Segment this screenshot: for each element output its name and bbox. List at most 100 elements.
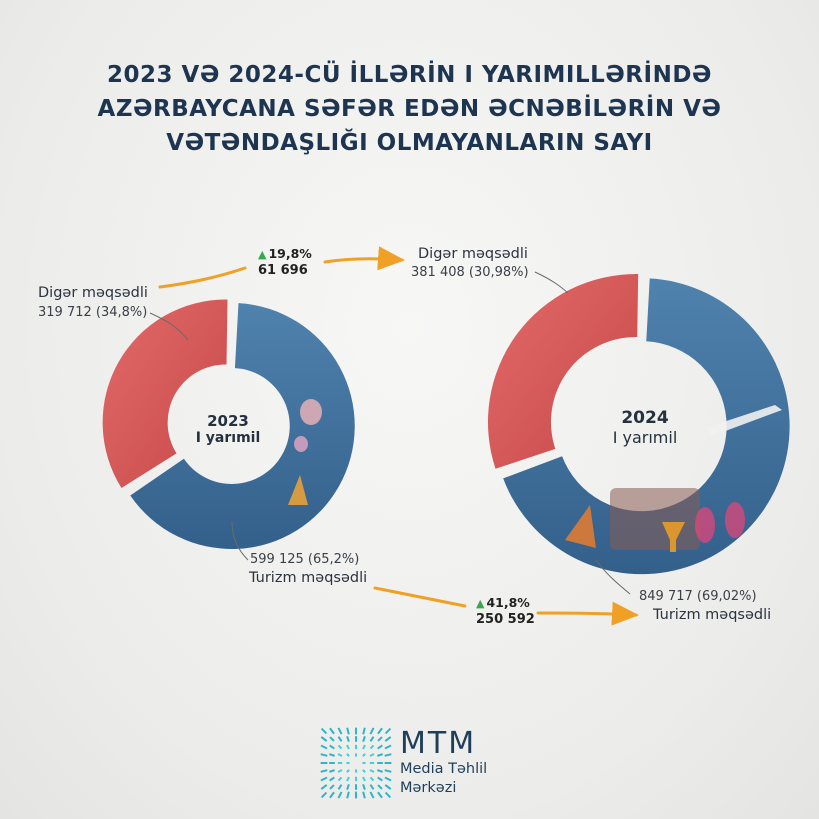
chart-title: 2023 VƏ 2024-CÜ İLLƏRİN I YARIMILLƏRİNDƏ… [0,58,819,160]
title-line-2: AZƏRBAYCANA SƏFƏR EDƏN ƏCNƏBİLƏRİN VƏ [97,96,722,122]
logo-ray [369,784,375,790]
logo-text: MTM Media Təhlil Mərkəzi [400,728,487,798]
logo-line-1: Media Təhlil [400,761,488,777]
logo-ray [346,776,350,782]
value-tourism-2023: 599 125 (65,2%) [250,552,360,567]
logo-ray [369,744,375,750]
change-other-pct: ▲ 19,8% [258,246,312,261]
logo-ray [320,727,328,735]
logo-ray [362,784,366,790]
slice-other-2024 [487,274,639,469]
logo-ray [384,736,392,742]
airplane-icon [705,405,782,436]
logo-ray [362,744,366,750]
logo-ray [320,791,328,799]
logo-ray [337,769,343,773]
logo-ray [329,727,335,735]
up-triangle-icon: ▲ [476,597,485,610]
logo-ray [346,791,350,799]
change-other-diff: 61 696 [258,263,308,278]
logo-ray [329,744,335,750]
logo-ray [384,791,392,799]
sailboat-icon [288,475,308,505]
logo-ray [377,744,383,750]
logo-ray [384,744,392,750]
logo-ray [362,776,366,782]
balloon-icon [294,436,308,452]
center-2023: 2023 I yarımil [178,412,278,446]
suitcase-icon [610,488,700,550]
cocktail-icon [662,522,685,552]
logo-ray [346,784,350,790]
logo-ray [337,744,343,750]
logo-line-2: Mərkəzi [400,780,457,796]
center-year-2023: 2023 [207,412,249,430]
logo-name: MTM [400,726,477,761]
logo-ray [329,736,335,742]
logo-ray [377,784,383,790]
logo-ray [337,736,343,742]
logo-ray [320,736,328,742]
center-sub-2024: I yarımil [612,428,678,447]
leader-lines [149,271,631,595]
logo-ray [384,769,392,773]
value-other-2024: 381 408 (30,98%) [411,265,529,280]
logo-ray [329,776,335,782]
logo-ray [384,753,392,757]
logo-ray [369,776,375,782]
logo-ray [377,769,383,773]
logo-ray [369,769,375,773]
label-tourism-2024: Turizm məqsədli [653,607,772,623]
change-tourism-diff: 250 592 [476,612,535,627]
mtm-logo-icon [320,727,392,799]
logo-ray [362,791,366,799]
logo-ray [337,776,343,782]
logo-ray [384,784,392,790]
logo-ray [346,769,350,773]
logo-ray [362,769,366,773]
title-line-3: VƏTƏNDAŞLIĞI OLMAYANLARIN SAYI [166,130,653,156]
logo-ray [320,769,328,773]
flipflop-icon [695,507,715,543]
change-other-pct-text: 19,8% [268,246,312,261]
logo-ray [346,753,350,757]
center-sub-2023: I yarımil [195,430,261,446]
logo-ray [329,784,335,790]
logo-ray [377,776,383,782]
change-tourism-pct-text: 41,8% [486,595,530,610]
center-year-2024: 2024 [621,408,669,428]
logo-ray [362,753,366,757]
logo-ray [320,753,328,757]
label-other-2024: Digər məqsədli [418,246,528,262]
logo-ray [384,727,392,735]
logo-ray [369,791,375,799]
logo-ray [320,776,328,782]
logo-ray [329,753,335,757]
up-triangle-icon: ▲ [258,248,267,261]
sailboat-icon [565,505,596,548]
logo-ray [362,727,366,735]
logo-ray [329,769,335,773]
logo-ray [369,753,375,757]
leader-tourism-2024 [595,559,631,595]
logo-ray [320,784,328,790]
label-tourism-2023: Turizm məqsədli [249,570,368,586]
logo-ray [377,736,383,742]
logo-ray [337,727,343,735]
logo-ray [337,791,343,799]
logo-ray [346,736,350,742]
arrow-tourism-right [536,601,639,626]
leader-tourism-2023 [231,521,249,561]
leader-other-2023 [149,312,189,341]
arrow-other-left [158,266,247,289]
logo-ray [346,727,350,735]
value-other-2023: 319 712 (34,8%) [38,305,148,320]
logo-ray [329,791,335,799]
logo-ray [337,753,343,757]
value-tourism-2024: 849 717 (69,02%) [639,589,757,604]
change-tourism-pct: ▲ 41,8% [476,595,530,610]
logo-ray [320,744,328,750]
donut-2023 [102,299,355,549]
slice-tourism-2024 [503,278,790,575]
